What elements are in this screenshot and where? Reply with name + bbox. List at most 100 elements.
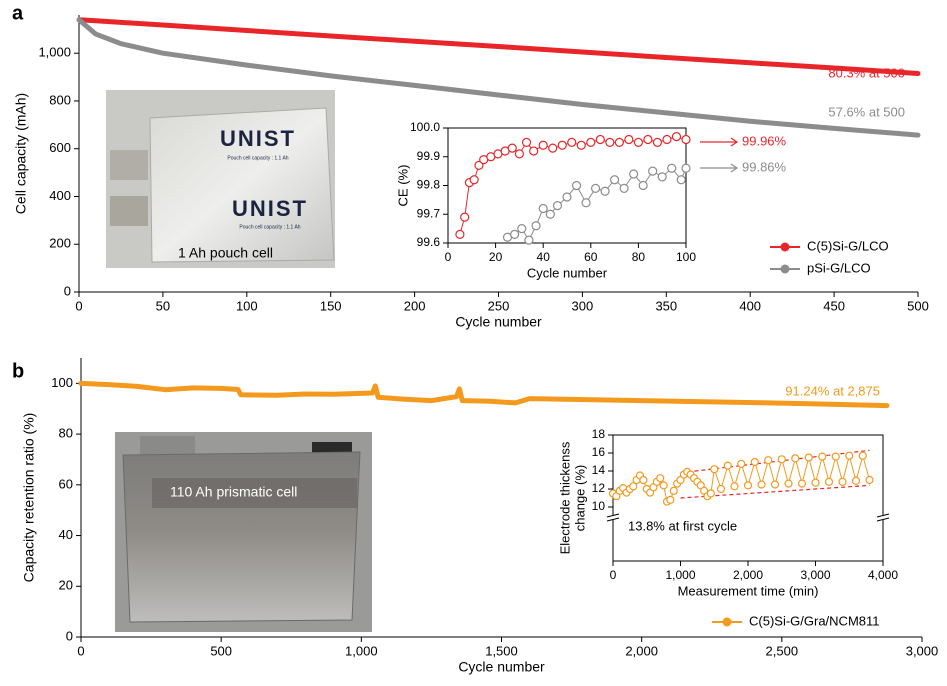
data-point <box>859 452 866 459</box>
data-point <box>611 176 619 184</box>
x-tick-label: 2,500 <box>766 643 799 658</box>
y-tick-label: 600 <box>49 140 71 155</box>
y-tick-label: 100.0 <box>410 120 440 134</box>
x-tick-label: 200 <box>404 298 426 313</box>
annotation: 99.96% <box>742 133 787 148</box>
plot-frame <box>448 128 686 243</box>
data-point <box>667 496 674 503</box>
x-tick-label: 500 <box>907 298 929 313</box>
x-tick-label: 60 <box>584 250 598 264</box>
data-point <box>532 222 540 230</box>
data-point <box>724 462 731 469</box>
y-axis-label: Cell capacity (mAh) <box>13 93 29 214</box>
data-point <box>819 453 826 460</box>
x-tick-label: 3,000 <box>800 568 830 582</box>
y-tick-label: 12 <box>592 481 606 495</box>
data-point <box>745 482 752 489</box>
legend-label: C(5)Si-G/LCO <box>807 238 889 253</box>
x-tick-label: 2,000 <box>625 643 658 658</box>
data-point <box>668 164 676 172</box>
data-point <box>511 230 519 238</box>
data-point <box>658 173 666 181</box>
x-axis-label: Cycle number <box>458 659 545 675</box>
x-tick-label: 100 <box>236 298 258 313</box>
figure: 02004006008001,0000501001502002503003504… <box>0 0 947 686</box>
data-point <box>563 193 571 201</box>
data-point <box>765 457 772 464</box>
x-tick-label: 40 <box>537 250 551 264</box>
data-point <box>596 136 604 144</box>
data-point <box>772 481 779 488</box>
data-point <box>718 486 725 493</box>
x-axis-label: Cycle number <box>455 314 542 330</box>
x-tick-label: 50 <box>156 298 170 313</box>
data-point <box>660 482 667 489</box>
data-point <box>663 136 671 144</box>
y-tick-label: 0 <box>66 628 73 643</box>
data-point <box>606 138 614 146</box>
data-point <box>568 138 576 146</box>
x-tick-label: 0 <box>75 298 82 313</box>
x-tick-label: 4,000 <box>868 568 898 582</box>
data-point <box>832 453 839 460</box>
panel-label: b <box>12 360 24 382</box>
annotation: 57.6% at 500 <box>828 104 905 119</box>
data-point <box>672 133 680 141</box>
data-point <box>799 480 806 487</box>
data-point <box>785 480 792 487</box>
data-point <box>805 454 812 461</box>
x-tick-label: 1,000 <box>345 643 378 658</box>
legend-label: C(5)Si-G/Gra/NCM811 <box>749 613 880 628</box>
x-axis-label: Measurement time (min) <box>678 583 819 598</box>
data-point <box>751 459 758 466</box>
photo-text: UNIST <box>232 196 308 221</box>
data-point <box>634 138 642 146</box>
x-tick-label: 20 <box>489 250 503 264</box>
data-point <box>846 452 853 459</box>
x-tick-label: 2,000 <box>733 568 763 582</box>
x-axis-label: Cycle number <box>527 265 608 280</box>
y-tick-label: 14 <box>592 463 606 477</box>
y-tick-label: 40 <box>59 527 73 542</box>
y-tick-label: 80 <box>59 426 73 441</box>
data-point <box>539 141 547 149</box>
legend-marker <box>781 243 790 252</box>
annotation: 80.3% at 500 <box>828 65 905 80</box>
x-tick-label: 350 <box>655 298 677 313</box>
data-point <box>461 213 469 221</box>
y-axis-label: Electrode thickenss <box>557 441 572 554</box>
data-point <box>731 483 738 490</box>
series-line <box>79 20 918 74</box>
data-point <box>657 475 664 482</box>
data-point <box>812 479 819 486</box>
x-tick-label: 0 <box>610 568 617 582</box>
y-tick-label: 10 <box>592 499 606 513</box>
prismatic-photo: 110 Ah prismatic cell <box>115 432 372 632</box>
data-point <box>682 136 690 144</box>
data-point <box>640 477 647 484</box>
data-point <box>738 460 745 467</box>
data-point <box>839 478 846 485</box>
y-tick-label: 99.6 <box>417 235 441 249</box>
chart: 99.699.799.899.9100.0020406080100Cycle n… <box>395 120 786 280</box>
data-point <box>644 136 652 144</box>
photo-caption: 110 Ah prismatic cell <box>170 484 297 500</box>
x-tick-label: 1,000 <box>665 568 695 582</box>
y-tick-label: 20 <box>59 578 73 593</box>
data-point <box>470 176 478 184</box>
data-point <box>711 466 718 473</box>
y-tick-label: 200 <box>49 236 71 251</box>
data-point <box>582 199 590 207</box>
data-point <box>758 481 765 488</box>
data-point <box>677 176 685 184</box>
data-point <box>549 144 557 152</box>
pouch-photo: UNIST Pouch cell capacity : 1.1 Ah UNIST… <box>106 90 335 268</box>
y-axis-label: Capacity retention ratio (%) <box>21 413 37 583</box>
x-tick-label: 400 <box>739 298 761 313</box>
legend-marker <box>723 618 732 627</box>
y-tick-label: 60 <box>59 476 73 491</box>
photo-text: Pouch cell capacity : 1.1 Ah <box>227 155 288 161</box>
series-line <box>81 383 887 405</box>
y-tick-label: 99.7 <box>417 206 441 220</box>
data-point <box>792 455 799 462</box>
